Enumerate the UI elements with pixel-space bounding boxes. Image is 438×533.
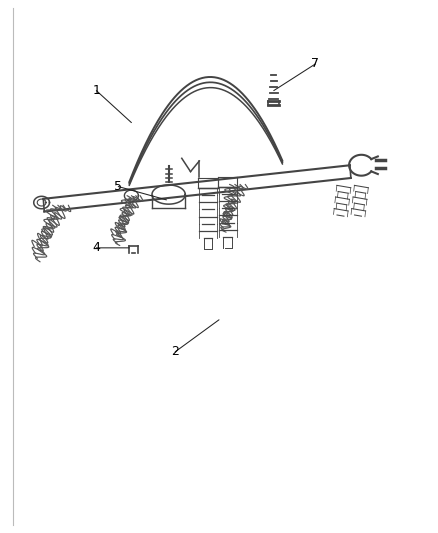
Text: 7: 7 [311,58,319,70]
Text: 2: 2 [171,345,179,358]
Text: 1: 1 [92,84,100,97]
Text: 5: 5 [114,180,122,193]
Text: 4: 4 [92,241,100,254]
